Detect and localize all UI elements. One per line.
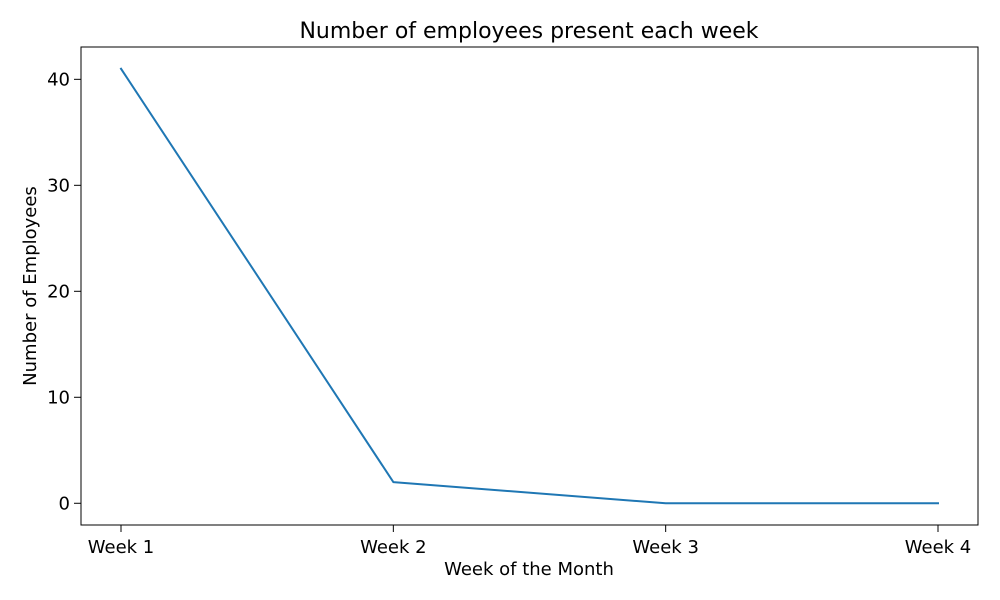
x-tick-label: Week 2 [360,537,427,558]
y-tick-label: 30 [47,175,70,196]
y-tick-label: 20 [47,281,70,302]
x-tick-label: Week 4 [905,537,972,558]
y-tick-label: 10 [47,387,70,408]
series-line-0 [119,67,939,505]
y-axis-label: Number of Employees [20,186,41,386]
y-tick-label: 40 [47,69,70,90]
series-layer [119,67,939,505]
x-axis-label: Week of the Month [444,559,614,580]
y-axis: 0 10 20 30 40 [47,69,81,514]
y-tick-label: 0 [59,493,70,514]
chart-title: Number of employees present each week [299,19,758,44]
x-tick-label: Week 1 [88,537,155,558]
x-axis: Week 1 Week 2 Week 3 Week 4 [88,525,972,558]
plot-area-frame [80,46,979,526]
x-tick-label: Week 3 [632,537,699,558]
